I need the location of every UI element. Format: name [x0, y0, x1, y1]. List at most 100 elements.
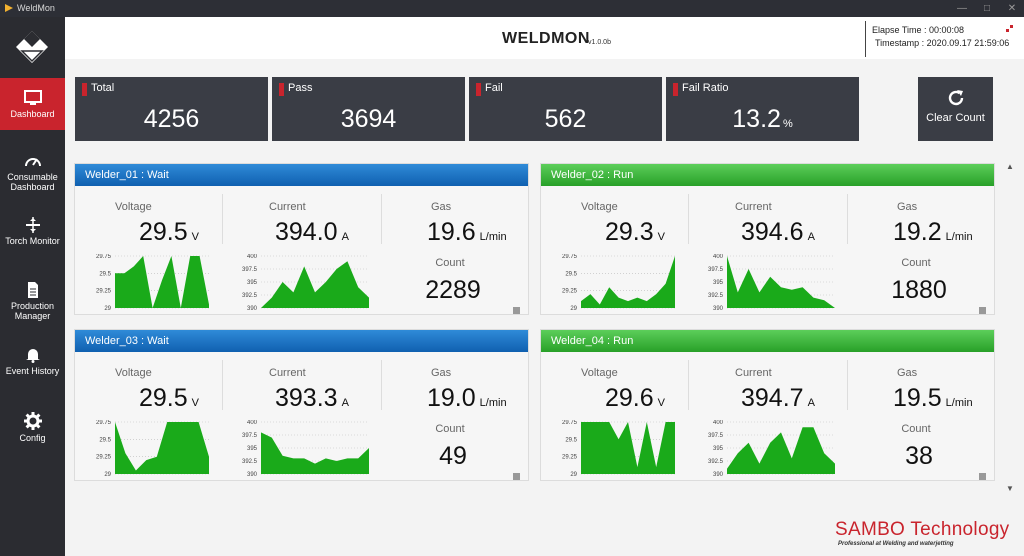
panel-resize-icon: [979, 307, 986, 314]
sidebar-item-config[interactable]: Config: [0, 412, 65, 462]
clock-panel: Elapse Time : 00:00:08 Timestamp : 2020.…: [865, 21, 1017, 57]
kpi-value: 3694: [340, 105, 397, 133]
sidebar-item-consumable-dashboard[interactable]: Consumable Dashboard: [0, 153, 65, 203]
area-series: [581, 422, 675, 474]
current-label: Current: [269, 201, 306, 213]
axis-tick-label: 395: [713, 280, 724, 286]
status-dots-icon: [1003, 25, 1013, 33]
voltage-value: 29.5 V: [139, 384, 200, 412]
current-chart: 400 397.5 395 392.5 390: [699, 254, 839, 315]
axis-tick-label: 29: [104, 472, 111, 476]
welder-panel: Welder_02 : Run Voltage 29.3 V Current 394.6 A…: [540, 163, 995, 315]
axis-tick-label: 400: [713, 420, 724, 426]
voltage-label: Voltage: [115, 201, 152, 213]
minimize-button[interactable]: —: [957, 3, 967, 14]
sidebar-item-dashboard[interactable]: Dashboard: [0, 78, 65, 130]
gas-value: 19.6 L/min: [427, 218, 507, 246]
count-value: 2289: [425, 276, 481, 304]
sidebar: Dashboard Consumable Dashboard Torch Mon…: [0, 17, 65, 556]
current-label: Current: [269, 367, 306, 379]
axis-tick-label: 397.5: [242, 433, 258, 439]
axis-tick-label: 395: [247, 280, 258, 286]
torch-icon: [25, 217, 40, 233]
axis-tick-label: 395: [713, 446, 724, 452]
axis-tick-label: 392.5: [242, 459, 258, 465]
axis-tick-label: 400: [713, 254, 724, 260]
kpi-label: Fail Ratio: [682, 82, 729, 94]
sidebar-item-label: Dashboard: [10, 109, 55, 119]
document-icon: [27, 282, 38, 298]
area-series: [261, 261, 369, 308]
voltage-label: Voltage: [115, 367, 152, 379]
scroll-up-icon[interactable]: ▲: [1006, 162, 1014, 171]
voltage-label: Voltage: [581, 201, 618, 213]
brand-name: SAMBO Technology: [835, 519, 1010, 540]
current-chart: 400 397.5 395 392.5 390: [233, 254, 373, 315]
kpi-label: Total: [91, 82, 115, 94]
gear-icon: [23, 412, 42, 430]
scroll-down-icon[interactable]: ▼: [1006, 484, 1014, 493]
welder-header: Welder_02 : Run: [541, 164, 994, 186]
kpi-total: Total 4256: [75, 77, 268, 141]
axis-tick-label: 29.75: [562, 254, 578, 260]
count-value: 1880: [891, 276, 947, 304]
brand-logo-icon: [0, 17, 65, 77]
monitor-icon: [23, 90, 42, 105]
kpi-value: 13.2%: [732, 105, 793, 133]
voltage-chart: 29.75 29.5 29.25 29: [87, 420, 213, 481]
axis-tick-label: 397.5: [708, 267, 724, 273]
sidebar-item-label: Consumable Dashboard: [7, 172, 58, 192]
voltage-chart: 29.75 29.5 29.25 29: [553, 420, 679, 481]
gas-label: Gas: [431, 201, 452, 213]
voltage-value: 29.3 V: [605, 218, 666, 246]
app-title: WELDMON: [502, 30, 590, 47]
axis-tick-label: 395: [247, 446, 258, 452]
axis-tick-label: 29.25: [562, 455, 578, 461]
gauge-icon: [24, 158, 41, 167]
sidebar-item-torch-monitor[interactable]: Torch Monitor: [0, 217, 65, 267]
axis-tick-label: 397.5: [242, 267, 258, 273]
sidebar-item-label: Torch Monitor: [5, 236, 60, 246]
gas-label: Gas: [897, 367, 918, 379]
current-chart: 400 397.5 395 392.5 390: [233, 420, 373, 481]
welder-panel: Welder_03 : Wait Voltage 29.5 V Current 393.3…: [74, 329, 529, 481]
sidebar-item-label: Config: [19, 433, 46, 443]
current-value: 394.6 A: [741, 218, 815, 246]
kpi-fail-ratio: Fail Ratio 13.2%: [666, 77, 859, 141]
sidebar-item-production-manager[interactable]: Production Manager: [0, 282, 65, 332]
axis-tick-label: 390: [713, 472, 724, 476]
sidebar-item-event-history[interactable]: Event History: [0, 347, 65, 397]
area-series: [727, 256, 835, 308]
app-header: WELDMON v1.0.0b Elapse Time : 00:00:08 T…: [65, 17, 1024, 59]
area-series: [115, 422, 209, 474]
kpi-pass: Pass 3694: [272, 77, 465, 141]
current-value: 393.3 A: [275, 384, 349, 412]
axis-tick-label: 29.25: [96, 455, 112, 461]
axis-tick-label: 29.5: [99, 271, 111, 277]
current-label: Current: [735, 367, 772, 379]
welder-header: Welder_04 : Run: [541, 330, 994, 352]
scrollbar[interactable]: ▲ ▼: [1005, 162, 1015, 493]
panel-resize-icon: [513, 473, 520, 480]
brand-tagline: Professional at Welding and waterjetting: [838, 541, 954, 547]
welder-panel: Welder_04 : Run Voltage 29.6 V Current 394.7 A…: [540, 329, 995, 481]
current-value: 394.0 A: [275, 218, 349, 246]
axis-tick-label: 392.5: [242, 293, 258, 299]
maximize-button[interactable]: □: [983, 3, 991, 14]
kpi-unit: %: [782, 118, 793, 130]
axis-tick-label: 29: [570, 472, 577, 476]
axis-tick-label: 29: [104, 306, 111, 310]
panel-resize-icon: [513, 307, 520, 314]
axis-tick-label: 390: [247, 472, 258, 476]
app-version: v1.0.0b: [588, 39, 611, 46]
axis-tick-label: 392.5: [708, 459, 724, 465]
axis-tick-label: 29.75: [96, 254, 112, 260]
close-button[interactable]: ✕: [1007, 3, 1017, 14]
clear-count-button[interactable]: Clear Count: [918, 77, 993, 141]
axis-tick-label: 392.5: [708, 293, 724, 299]
bell-icon: [25, 349, 40, 363]
panel-resize-icon: [979, 473, 986, 480]
welder-panel: Welder_01 : Wait Voltage 29.5 V Current 394.0…: [74, 163, 529, 315]
refresh-icon: [948, 90, 964, 106]
current-value: 394.7 A: [741, 384, 815, 412]
